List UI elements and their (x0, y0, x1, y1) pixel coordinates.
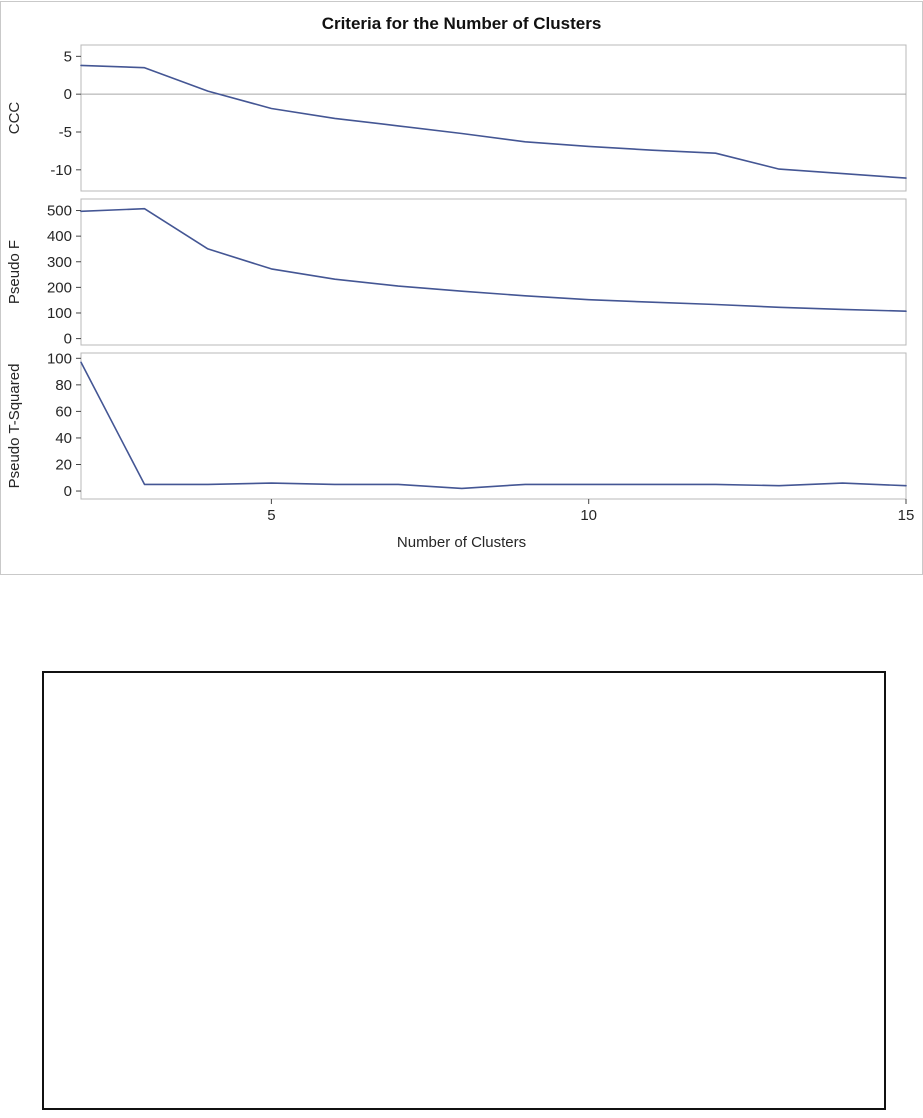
y-tick-label: 5 (64, 48, 72, 65)
y-tick-label: -5 (59, 124, 72, 141)
x-tick-label: 15 (898, 507, 915, 524)
y-tick-label: 80 (55, 377, 72, 394)
series-line-0 (80, 64, 907, 179)
y-axis-label: CCC (6, 102, 23, 135)
y-tick-label: 400 (47, 228, 72, 245)
x-tick-label: 5 (267, 507, 275, 524)
y-tick-label: 300 (47, 254, 72, 271)
x-axis: 5 10 15 (267, 499, 914, 524)
series-line-1 (80, 207, 907, 313)
y-tick-label: 0 (64, 86, 72, 103)
x-axis-label: Number of Clusters (396, 534, 527, 551)
cluster-criteria-figure: Criteria for the Number of Clusters 5 0 -5… (0, 1, 923, 575)
cluster-criteria-panels: 5 0 -5 -10 CCC 0 100 200 300 400 500 Pseudo F 0 20 40 6… (6, 44, 914, 524)
y-tick-label: 100 (47, 350, 72, 367)
empty-output-frame (42, 671, 886, 1110)
panel-2: 0 20 40 60 80 100 Pseudo T-Squared (6, 350, 907, 500)
y-tick-label: 0 (64, 331, 72, 348)
x-tick-label: 10 (580, 507, 597, 524)
chart-title: Criteria for the Number of Clusters (321, 14, 602, 33)
y-tick-label: 100 (47, 305, 72, 322)
y-tick-label: 0 (64, 483, 72, 500)
y-tick-label: 200 (47, 279, 72, 296)
y-axis-label: Pseudo T-Squared (6, 364, 23, 489)
y-tick-label: 20 (55, 456, 72, 473)
panel-1: 0 100 200 300 400 500 Pseudo F (6, 198, 907, 348)
series-line-2 (80, 361, 907, 490)
y-tick-label: 60 (55, 403, 72, 420)
y-tick-label: 40 (55, 430, 72, 447)
y-tick-label: -10 (50, 162, 72, 179)
y-tick-label: 500 (47, 203, 72, 220)
panel-0: 5 0 -5 -10 CCC (6, 44, 907, 192)
y-axis-label: Pseudo F (6, 240, 23, 304)
